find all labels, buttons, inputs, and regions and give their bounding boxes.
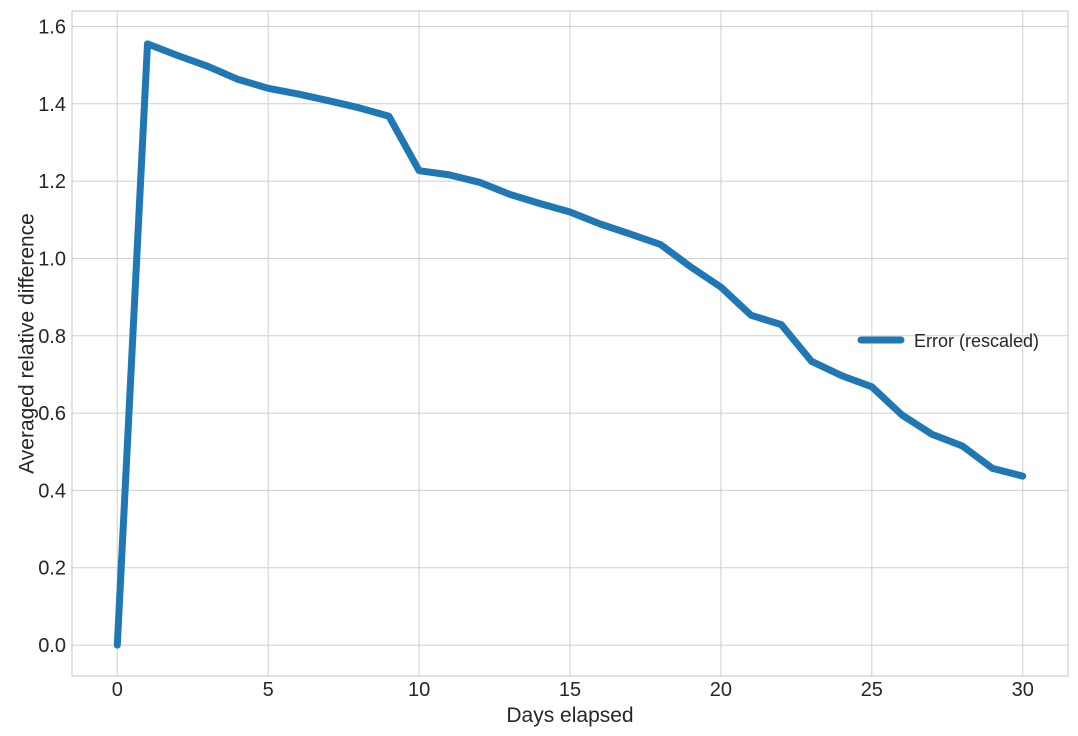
y-tick-label: 0.8 — [38, 326, 66, 348]
legend: Error (rescaled) — [857, 331, 1039, 351]
y-tick-label: 0.2 — [38, 558, 66, 580]
y-tick-label: 0.0 — [38, 635, 66, 657]
y-tick-label: 1.2 — [38, 171, 66, 193]
y-tick-label: 0.4 — [38, 480, 66, 502]
x-tick-label: 10 — [408, 679, 430, 701]
y-tick-label: 1.6 — [38, 16, 66, 38]
y-tick-label: 0.6 — [38, 403, 66, 425]
y-tick-label: 1.0 — [38, 248, 66, 270]
y-axis-label: Averaged relative difference — [15, 213, 38, 474]
series-layer — [113, 40, 1027, 649]
x-tick-labels: 0 5 10 15 20 25 30 — [112, 679, 1034, 701]
legend-label: Error (rescaled) — [914, 331, 1039, 351]
y-tick-label: 1.4 — [38, 94, 66, 116]
x-tick-label: 20 — [710, 679, 732, 701]
x-tick-label: 30 — [1012, 679, 1034, 701]
x-tick-label: 15 — [559, 679, 581, 701]
x-tick-label: 5 — [263, 679, 274, 701]
x-axis-label: Days elapsed — [506, 704, 633, 727]
x-tick-label: 0 — [112, 679, 123, 701]
series-line — [113, 40, 1027, 649]
plot-frame — [71, 10, 1069, 677]
x-tick-label: 25 — [861, 679, 883, 701]
y-tick-labels: 0.0 0.2 0.4 0.6 0.8 1.0 1.2 1.4 1.6 — [38, 16, 66, 657]
